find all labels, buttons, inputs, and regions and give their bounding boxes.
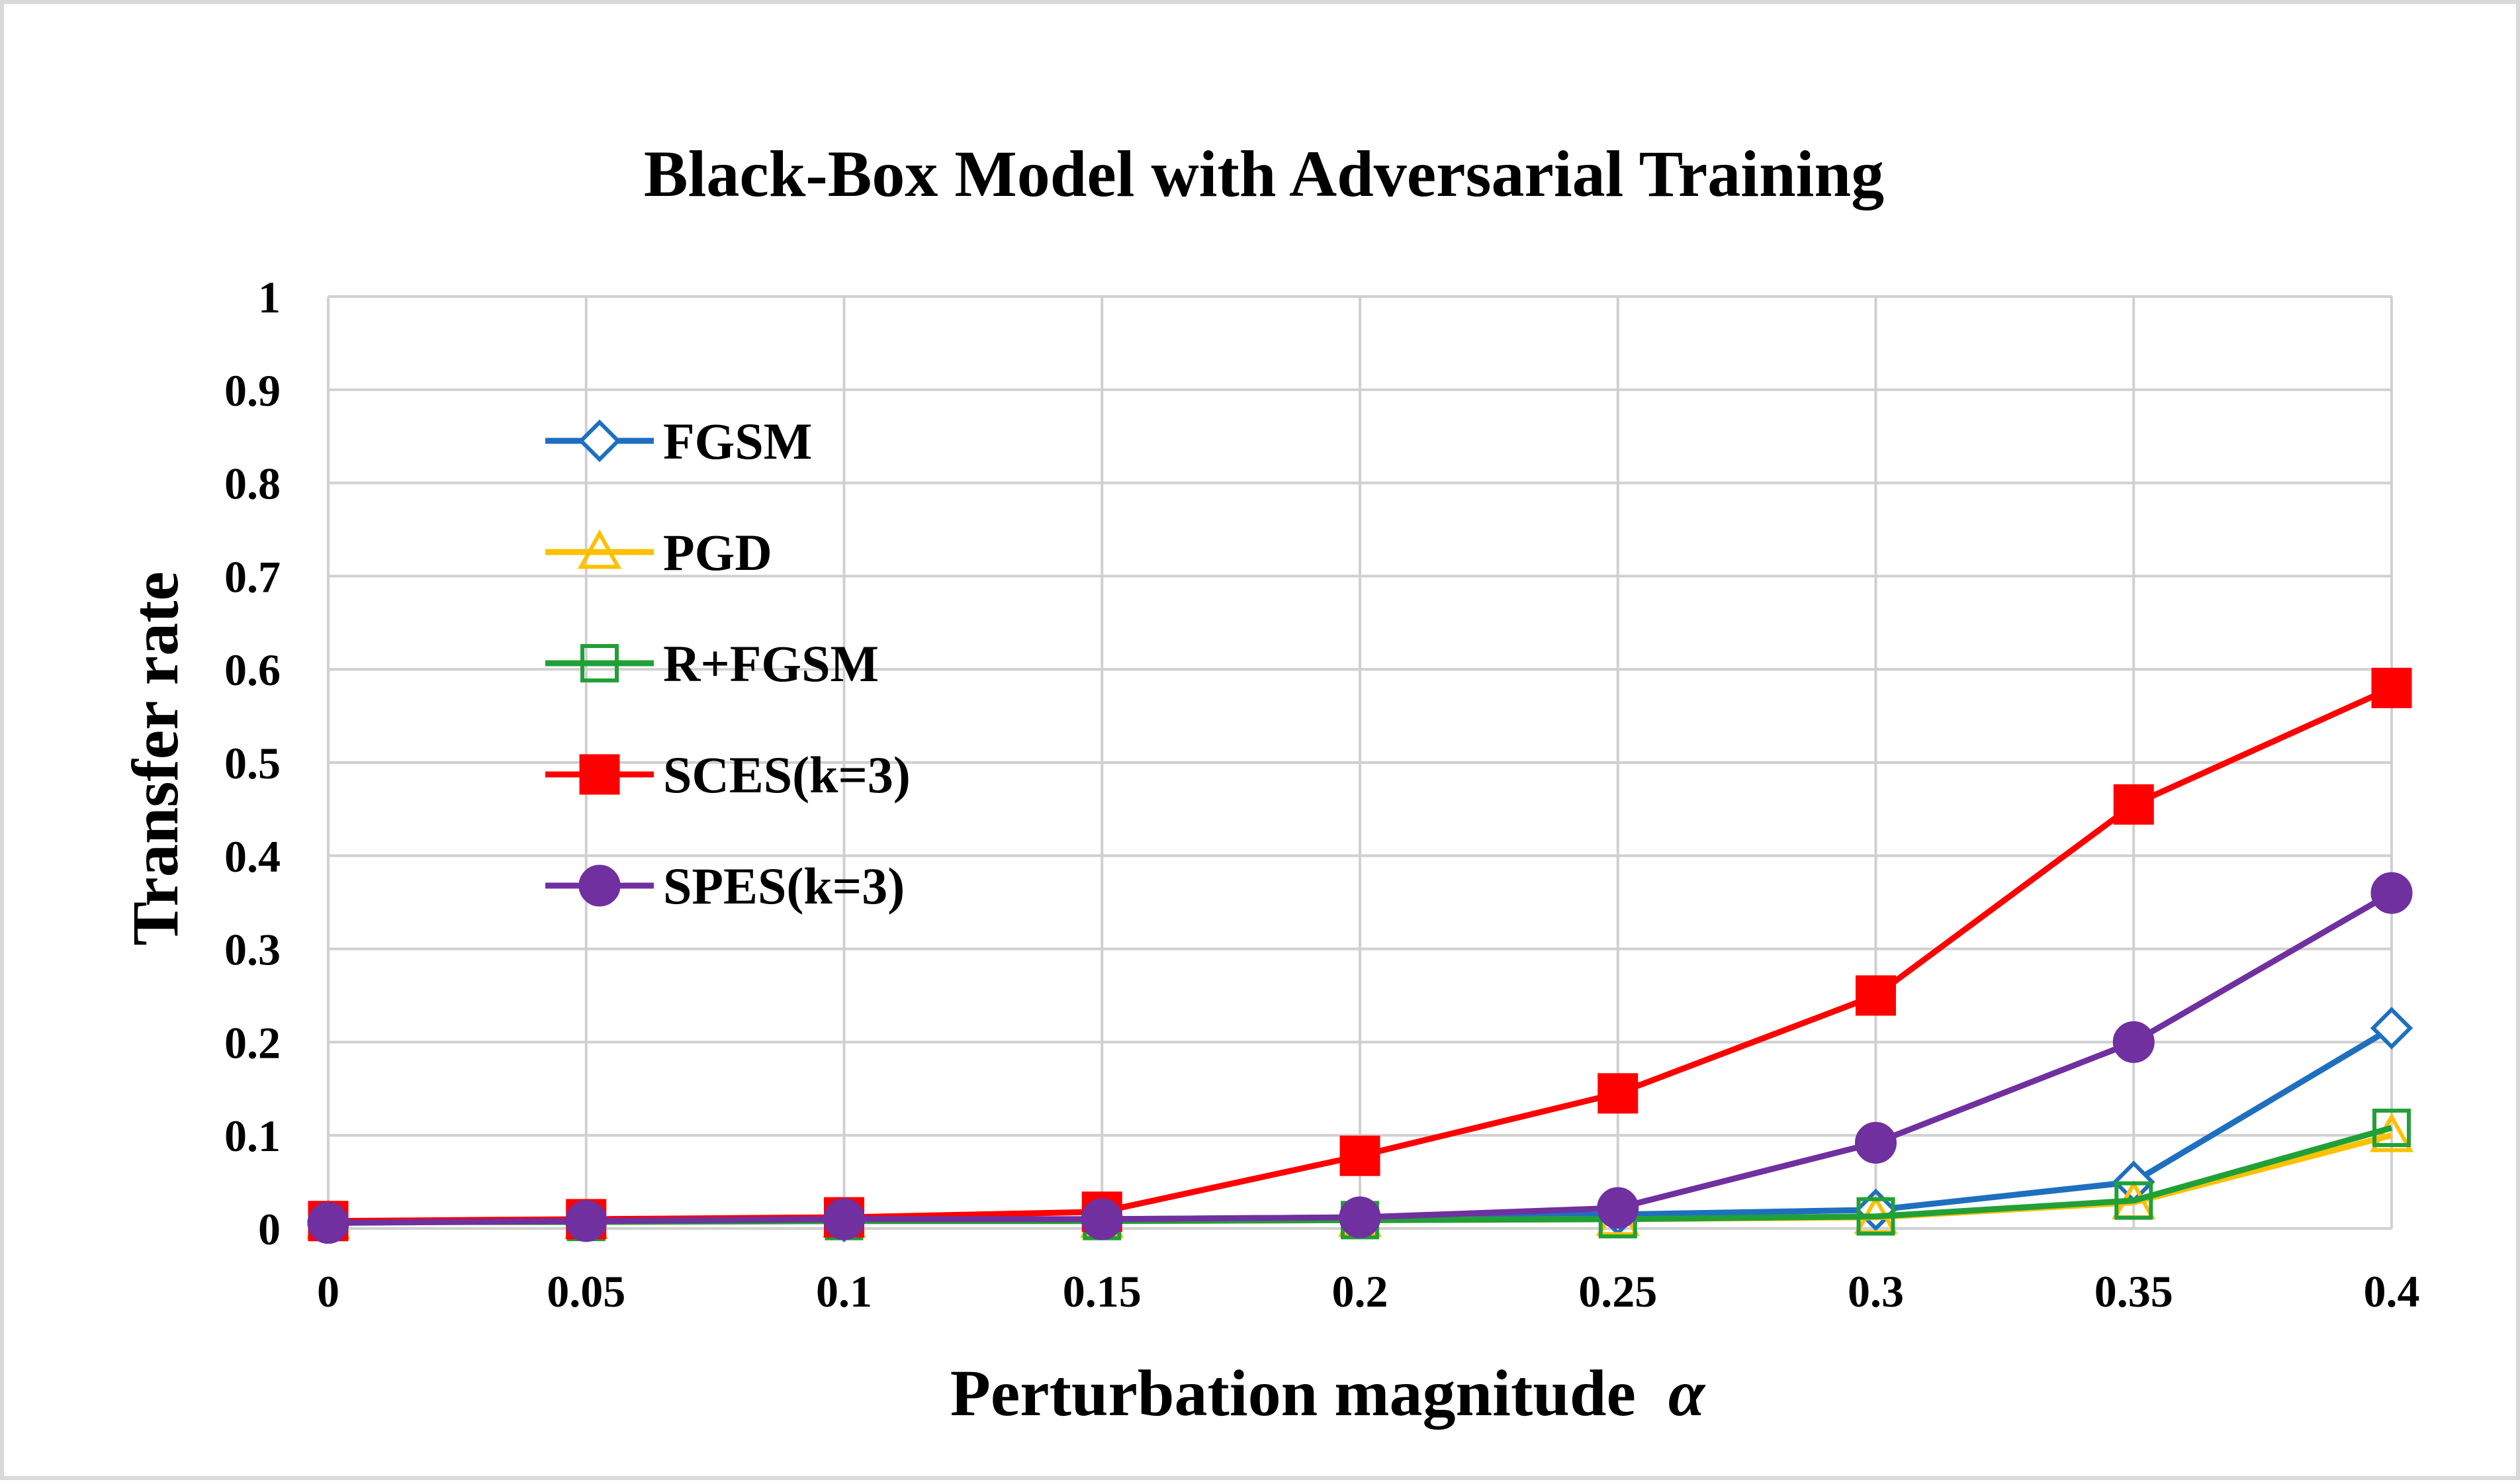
series-spes-k-3- bbox=[307, 872, 2413, 1244]
y-tick-label: 0.8 bbox=[224, 459, 281, 509]
data-point bbox=[307, 1202, 349, 1244]
x-tick-label: 0.1 bbox=[816, 1266, 872, 1317]
y-tick-label: 0.5 bbox=[224, 738, 281, 788]
y-axis-label: Transfer rate bbox=[118, 571, 192, 946]
legend-item: SCES(k=3) bbox=[545, 746, 911, 804]
x-axis-label-symbol: α bbox=[1668, 1356, 1706, 1430]
data-point bbox=[2113, 784, 2154, 825]
line-chart: Black-Box Model with Adversarial Trainin… bbox=[118, 137, 2420, 1430]
legend-item: SPES(k=3) bbox=[545, 857, 905, 915]
y-tick-label: 0.3 bbox=[224, 925, 281, 975]
series-layer bbox=[306, 667, 2414, 1244]
x-tick-label: 0.25 bbox=[1578, 1266, 1657, 1317]
x-tick-label: 0.15 bbox=[1063, 1266, 1142, 1317]
data-point bbox=[2112, 1021, 2155, 1063]
y-tick-label: 0.4 bbox=[224, 831, 281, 882]
y-axis-ticks: 0 0.1 0.2 0.3 0.4 0.5 0.6 0.7 0.8 0.9 1 bbox=[224, 272, 281, 1254]
data-point bbox=[2370, 1007, 2413, 1050]
data-point bbox=[1856, 975, 1896, 1016]
legend-marker bbox=[577, 529, 622, 569]
data-point bbox=[1856, 1197, 1895, 1236]
data-point bbox=[823, 1198, 865, 1240]
legend-item: R+FGSM bbox=[545, 635, 879, 692]
legend-marker bbox=[579, 754, 620, 795]
legend-marker bbox=[578, 864, 621, 907]
legend-label: PGD bbox=[663, 524, 772, 581]
y-tick-label: 0.7 bbox=[224, 551, 281, 602]
data-point bbox=[2370, 872, 2413, 914]
data-point bbox=[2372, 1108, 2411, 1147]
legend-marker bbox=[578, 419, 621, 463]
x-tick-label: 0 bbox=[317, 1266, 339, 1317]
data-point bbox=[2371, 667, 2412, 708]
y-tick-label: 0.1 bbox=[224, 1111, 281, 1161]
x-tick-label: 0.05 bbox=[547, 1266, 625, 1317]
x-tick-label: 0.4 bbox=[2364, 1266, 2420, 1317]
x-axis-ticks: 0 0.05 0.1 0.15 0.2 0.25 0.3 0.35 0.4 bbox=[317, 1266, 2420, 1317]
data-point bbox=[1339, 1196, 1381, 1238]
data-point bbox=[1081, 1198, 1123, 1240]
y-tick-label: 1 bbox=[258, 272, 281, 322]
x-tick-label: 0.2 bbox=[1332, 1266, 1388, 1317]
gridlines bbox=[327, 295, 2393, 1230]
x-axis-label-text: Perturbation magnitude bbox=[950, 1356, 1636, 1430]
chart-title: Black-Box Model with Adversarial Trainin… bbox=[644, 137, 1884, 210]
x-axis-label: Perturbation magnitude α bbox=[950, 1356, 1706, 1430]
legend-item: PGD bbox=[545, 524, 772, 581]
data-point bbox=[1855, 1121, 1897, 1164]
legend: FGSM PGD R+FGSM SCES(k=3) SPES(k=3) bbox=[545, 412, 911, 915]
y-tick-label: 0.9 bbox=[224, 365, 281, 416]
legend-label: R+FGSM bbox=[663, 635, 879, 692]
x-tick-label: 0.35 bbox=[2094, 1266, 2173, 1317]
data-point bbox=[1339, 1135, 1380, 1176]
legend-marker bbox=[580, 644, 619, 682]
data-point bbox=[1597, 1187, 1639, 1229]
data-point bbox=[2114, 1181, 2153, 1220]
legend-label: SCES(k=3) bbox=[663, 746, 911, 804]
legend-label: SPES(k=3) bbox=[663, 857, 905, 915]
data-point bbox=[1598, 1073, 1639, 1114]
y-tick-label: 0.2 bbox=[224, 1017, 281, 1068]
y-tick-label: 0.6 bbox=[224, 645, 281, 695]
legend-label: FGSM bbox=[663, 412, 812, 470]
x-tick-label: 0.3 bbox=[1848, 1266, 1904, 1317]
legend-item: FGSM bbox=[545, 412, 812, 470]
y-tick-label: 0 bbox=[258, 1204, 281, 1254]
data-point bbox=[565, 1200, 608, 1242]
